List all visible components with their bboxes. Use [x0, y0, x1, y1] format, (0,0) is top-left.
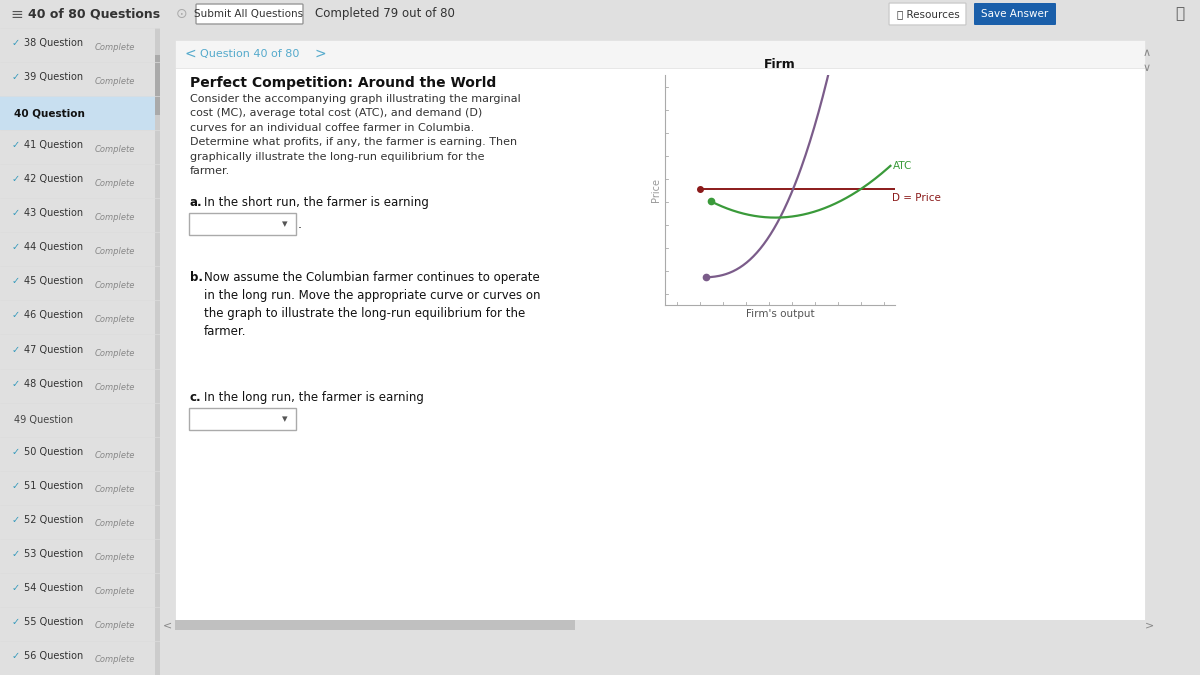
Bar — [175, 40, 1145, 68]
Text: 43 Question: 43 Question — [24, 209, 83, 218]
Text: ✓: ✓ — [12, 379, 20, 389]
Text: ✓: ✓ — [12, 310, 20, 321]
Text: Complete: Complete — [95, 315, 136, 324]
Text: 48 Question: 48 Question — [24, 379, 83, 389]
FancyBboxPatch shape — [190, 408, 296, 430]
Text: 38 Question: 38 Question — [24, 38, 83, 48]
Text: ▾: ▾ — [282, 219, 288, 229]
Text: Now assume the Columbian farmer continues to operate
in the long run. Move the a: Now assume the Columbian farmer continue… — [204, 271, 540, 338]
Text: ✓: ✓ — [12, 617, 20, 627]
Text: Complete: Complete — [95, 144, 136, 154]
Text: <: < — [185, 47, 197, 61]
Text: >: > — [1145, 620, 1154, 630]
Text: a.: a. — [190, 196, 203, 209]
Text: ✓: ✓ — [12, 38, 20, 48]
Text: ✓: ✓ — [12, 209, 20, 218]
Text: 52 Question: 52 Question — [24, 515, 83, 524]
FancyBboxPatch shape — [190, 213, 296, 235]
Text: 54 Question: 54 Question — [24, 583, 83, 593]
Text: c.: c. — [190, 391, 202, 404]
Bar — [0, 96, 160, 130]
Text: 40 of 80 Questions: 40 of 80 Questions — [28, 7, 160, 20]
Text: 50 Question: 50 Question — [24, 447, 83, 457]
Text: Question 40 of 80: Question 40 of 80 — [200, 49, 299, 59]
FancyBboxPatch shape — [889, 3, 966, 25]
Text: Complete: Complete — [95, 43, 136, 51]
Y-axis label: Price: Price — [650, 178, 661, 202]
Text: In the long run, the farmer is earning: In the long run, the farmer is earning — [204, 391, 424, 404]
Bar — [175, 48, 1145, 620]
X-axis label: Firm's output: Firm's output — [745, 309, 815, 319]
Text: 51 Question: 51 Question — [24, 481, 83, 491]
Bar — [175, 620, 575, 630]
Text: 41 Question: 41 Question — [24, 140, 83, 150]
Text: 55 Question: 55 Question — [24, 617, 83, 627]
Text: 40 Question: 40 Question — [14, 108, 85, 118]
Text: 49 Question: 49 Question — [14, 414, 73, 425]
Text: Completed 79 out of 80: Completed 79 out of 80 — [314, 7, 455, 20]
Text: Complete: Complete — [95, 179, 136, 188]
Text: 📁 Resources: 📁 Resources — [896, 9, 959, 19]
Text: .: . — [298, 217, 302, 230]
Text: ∨: ∨ — [1142, 63, 1151, 73]
Bar — [155, 28, 160, 675]
Text: 42 Question: 42 Question — [24, 174, 83, 184]
Text: ✓: ✓ — [12, 174, 20, 184]
Text: Complete: Complete — [95, 76, 136, 86]
Text: ATC: ATC — [893, 161, 912, 171]
Text: Complete: Complete — [95, 213, 136, 222]
Text: 44 Question: 44 Question — [24, 242, 83, 252]
Text: ✓: ✓ — [12, 651, 20, 661]
Text: Perfect Competition: Around the World: Perfect Competition: Around the World — [190, 76, 497, 90]
Text: >: > — [314, 47, 326, 61]
Text: ⤢: ⤢ — [1176, 7, 1184, 22]
Text: ✓: ✓ — [12, 242, 20, 252]
Text: Complete: Complete — [95, 587, 136, 597]
Text: Complete: Complete — [95, 554, 136, 562]
Text: 47 Question: 47 Question — [24, 344, 83, 354]
Bar — [155, 55, 160, 115]
Text: ✓: ✓ — [12, 515, 20, 524]
Text: ✓: ✓ — [12, 583, 20, 593]
Text: Consider the accompanying graph illustrating the marginal
cost (MC), average tot: Consider the accompanying graph illustra… — [190, 94, 521, 176]
Text: ✓: ✓ — [12, 72, 20, 82]
Text: ✓: ✓ — [12, 481, 20, 491]
Text: 53 Question: 53 Question — [24, 549, 83, 559]
Text: ✓: ✓ — [12, 276, 20, 286]
Text: Complete: Complete — [95, 622, 136, 630]
Text: ✓: ✓ — [12, 549, 20, 559]
Text: 56 Question: 56 Question — [24, 651, 83, 661]
Text: Complete: Complete — [95, 451, 136, 460]
FancyBboxPatch shape — [974, 3, 1056, 25]
Text: 39 Question: 39 Question — [24, 72, 83, 82]
Text: Complete: Complete — [95, 485, 136, 494]
Text: 45 Question: 45 Question — [24, 276, 83, 286]
Text: ∧: ∧ — [1142, 48, 1151, 58]
Text: Complete: Complete — [95, 383, 136, 392]
Text: In the short run, the farmer is earning: In the short run, the farmer is earning — [204, 196, 428, 209]
Bar — [175, 620, 1145, 630]
Text: ✓: ✓ — [12, 447, 20, 457]
Text: Complete: Complete — [95, 281, 136, 290]
Text: ✓: ✓ — [12, 140, 20, 150]
Text: ≡: ≡ — [10, 7, 23, 22]
Text: Complete: Complete — [95, 247, 136, 256]
Text: Submit All Questions: Submit All Questions — [194, 9, 304, 19]
Title: Firm: Firm — [764, 58, 796, 71]
Text: <: < — [163, 620, 173, 630]
Text: Complete: Complete — [95, 655, 136, 664]
FancyBboxPatch shape — [196, 4, 302, 24]
Text: 46 Question: 46 Question — [24, 310, 83, 321]
Text: D = Price: D = Price — [892, 193, 941, 203]
Text: ▾: ▾ — [282, 414, 288, 424]
Text: Complete: Complete — [95, 349, 136, 358]
Text: Save Answer: Save Answer — [982, 9, 1049, 19]
Text: Complete: Complete — [95, 519, 136, 529]
Text: ✓: ✓ — [12, 344, 20, 354]
Text: ⊙: ⊙ — [176, 7, 188, 21]
Text: b.: b. — [190, 271, 203, 284]
